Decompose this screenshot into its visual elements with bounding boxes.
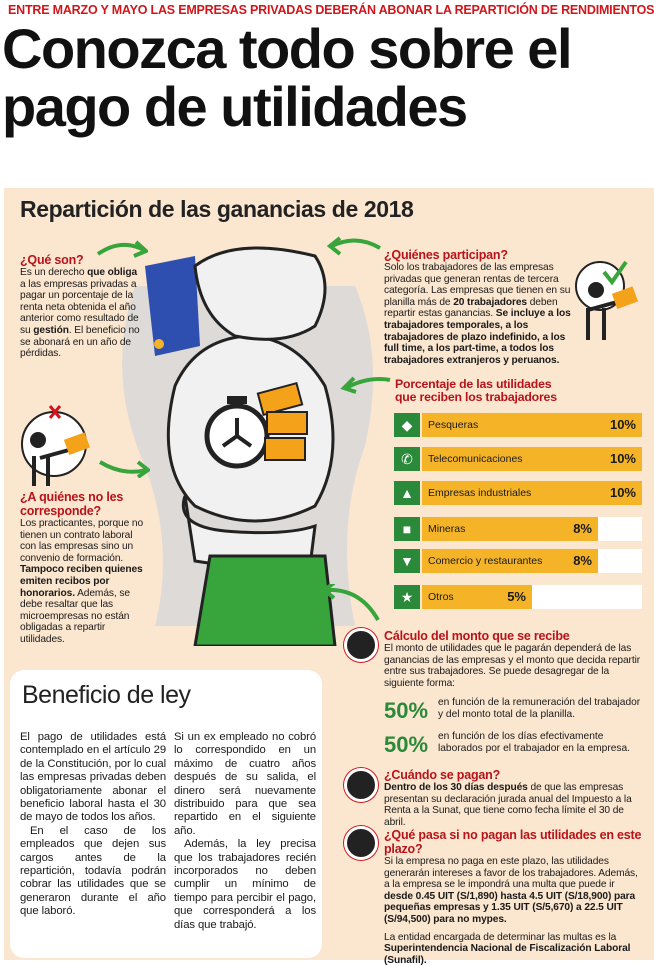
clock-badge-icon: [344, 826, 378, 860]
porcentaje-title: Porcentaje de las utilidades que reciben …: [395, 377, 557, 404]
beneficio-paragraph: Si un ex empleado no cobró lo correspond…: [174, 731, 316, 837]
sector-row: ◆ Pesqueras 10%: [394, 413, 642, 437]
fifty-percent-2-text: en función de los días efectivamente lab…: [438, 731, 630, 754]
star-icon: ★: [394, 585, 420, 609]
cuando-section: ¿Cuándo se pagan? Dentro de los 30 días …: [384, 768, 639, 828]
calculator-badge-icon: [344, 628, 378, 662]
headline: Conozca todo sobre el pago de utilidades: [2, 20, 652, 136]
calculo-text: El monto de utilidades que le pagarán de…: [384, 643, 641, 689]
beneficio-paragraph: El pago de utilidades está contemplado e…: [20, 731, 166, 824]
que-pasa-section: ¿Qué pasa si no pagan las utilidades en …: [384, 828, 642, 966]
calculo-section: Cálculo del monto que se recibe El monto…: [384, 629, 642, 689]
sector-value: 8%: [573, 521, 592, 536]
kicker: ENTRE MARZO Y MAYO LAS EMPRESAS PRIVADAS…: [8, 3, 654, 17]
sector-bar: Comercio y restaurantes 8%: [422, 549, 598, 573]
sector-row: ★ Otros 5%: [394, 585, 642, 609]
arrow-icon: [320, 584, 380, 621]
sector-label: Pesqueras: [428, 419, 479, 431]
quienes-title: ¿Quiénes participan?: [384, 248, 508, 262]
sector-bar: Telecomunicaciones 10%: [422, 447, 642, 471]
factory-icon: ▲: [394, 481, 420, 505]
arrow-icon: [96, 240, 148, 258]
sector-bar-remainder: [598, 517, 642, 541]
sector-bar: Pesqueras 10%: [422, 413, 642, 437]
arrow-icon: [98, 460, 150, 478]
sector-value: 10%: [609, 485, 636, 500]
sector-value: 5%: [507, 589, 526, 604]
sector-label: Telecomunicaciones: [428, 453, 523, 465]
shopping-cart-icon: ▼: [394, 549, 420, 573]
no-corresponde-title: ¿A quiénes no les corresponde?: [20, 490, 124, 518]
phone-icon: ✆: [394, 447, 420, 471]
arrow-icon: [340, 376, 391, 394]
worker-approved-icon: [575, 260, 639, 340]
cuando-title: ¿Cuándo se pagan?: [384, 768, 501, 782]
sector-bar: Empresas industriales 10%: [422, 481, 642, 505]
que-pasa-title: ¿Qué pasa si no pagan las utilidades en …: [384, 828, 642, 856]
beneficio-paragraph: En el caso de los empleados que dejen su…: [20, 824, 166, 918]
beneficio-col-2: Si un ex empleado no cobró lo correspond…: [174, 731, 316, 932]
que-son-text: Es un derecho que obliga a las empresas …: [20, 267, 140, 360]
sector-row: ■ Mineras 8%: [394, 517, 642, 541]
calculo-title: Cálculo del monto que se recibe: [384, 629, 570, 643]
sector-bar-remainder: [598, 549, 642, 573]
headline-line2: pago de utilidades: [2, 75, 468, 138]
beneficio-col-1: El pago de utilidades está contemplado e…: [20, 731, 166, 919]
sector-value: 8%: [573, 553, 592, 568]
sector-label: Comercio y restaurantes: [428, 555, 543, 567]
que-son-section: ¿Qué son? Es un derecho que obliga a las…: [20, 253, 144, 360]
headline-line1: Conozca todo sobre el: [2, 17, 573, 80]
money-badge-icon: [344, 768, 378, 802]
worker-denied-icon: [21, 405, 91, 486]
sector-bar: Mineras 8%: [422, 517, 598, 541]
que-pasa-text: Si la empresa no paga en este plazo, las…: [384, 856, 638, 925]
beneficio-box: [10, 670, 322, 958]
hand-moneybag-illustration: [122, 246, 373, 646]
que-son-title: ¿Qué son?: [20, 253, 84, 267]
quienes-participan-section: ¿Quiénes participan? Solo los trabajador…: [384, 248, 580, 366]
arrow-icon: [326, 236, 382, 256]
fifty-percent-1: 50%: [384, 698, 429, 723]
sector-value: 10%: [609, 451, 636, 466]
sector-value: 10%: [609, 417, 636, 432]
sector-row: ✆ Telecomunicaciones 10%: [394, 447, 642, 471]
que-pasa-sunafil: La entidad encargada de determinar las m…: [384, 931, 631, 966]
mining-cart-icon: ■: [394, 517, 420, 541]
no-corresponde-text: Los practicantes, porque no tienen un co…: [20, 518, 144, 645]
cuando-text: Dentro de los 30 días después de que las…: [384, 782, 632, 828]
beneficio-title: Beneficio de ley: [22, 681, 191, 709]
quienes-text: Solo los trabajadores de las empresas pr…: [384, 262, 571, 366]
fifty-percent-1-text: en función de la remuneración del trabaj…: [438, 697, 641, 720]
beneficio-paragraph: Además, la ley precisa que los trabajado…: [174, 838, 316, 931]
sector-bar-remainder: [532, 585, 642, 609]
sector-label: Otros: [428, 591, 454, 603]
sector-label: Mineras: [428, 523, 466, 535]
fifty-percent-2: 50%: [384, 732, 429, 757]
sector-label: Empresas industriales: [428, 487, 532, 499]
no-corresponde-section: ¿A quiénes no les corresponde? Los practi…: [20, 490, 144, 646]
sector-row: ▲ Empresas industriales 10%: [394, 481, 642, 505]
fish-icon: ◆: [394, 413, 420, 437]
sector-bar: Otros 5%: [422, 585, 532, 609]
sector-row: ▼ Comercio y restaurantes 8%: [394, 549, 642, 573]
infographic-subtitle: Repartición de las ganancias de 2018: [20, 196, 414, 222]
